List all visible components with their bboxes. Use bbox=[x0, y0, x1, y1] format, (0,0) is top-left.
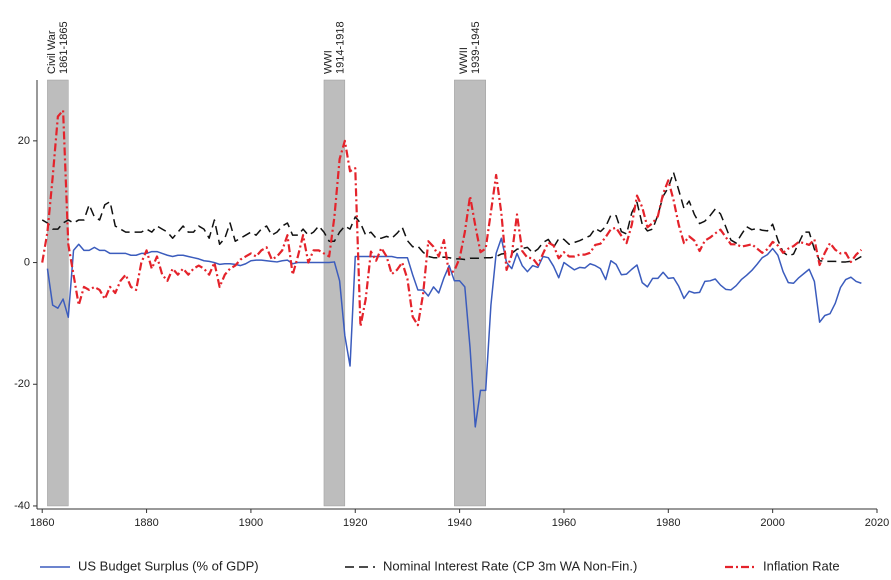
period-dates: 1939-1945 bbox=[470, 21, 482, 74]
y-tick-label: 0 bbox=[24, 256, 30, 268]
y-tick-label: -40 bbox=[14, 500, 30, 512]
legend-text: US Budget Surplus (% of GDP) bbox=[78, 558, 259, 573]
x-tick-label: 2020 bbox=[865, 517, 889, 529]
x-tick-label: 1940 bbox=[447, 517, 471, 529]
x-tick-label: 1860 bbox=[30, 517, 54, 529]
x-tick-label: 1900 bbox=[239, 517, 263, 529]
shaded-period bbox=[454, 79, 486, 507]
shaded-period bbox=[323, 79, 346, 507]
y-tick-label: -20 bbox=[14, 378, 30, 390]
y-tick-label: 20 bbox=[18, 135, 30, 147]
legend-text: Nominal Interest Rate (CP 3m WA Non-Fin.… bbox=[383, 558, 637, 573]
period-dates: 1914-1918 bbox=[334, 21, 346, 74]
x-tick-label: 1960 bbox=[552, 517, 576, 529]
period-label: Civil War bbox=[46, 30, 58, 74]
period-label: WWII bbox=[458, 47, 470, 74]
series-line bbox=[46, 237, 862, 428]
x-tick-label: 1880 bbox=[134, 517, 158, 529]
series-line bbox=[41, 171, 862, 263]
period-dates: 1861-1865 bbox=[58, 21, 70, 74]
series-line bbox=[41, 109, 863, 328]
x-tick-label: 1980 bbox=[656, 517, 680, 529]
legend-text: Inflation Rate bbox=[763, 558, 840, 573]
x-tick-label: 1920 bbox=[343, 517, 367, 529]
x-tick-label: 2000 bbox=[760, 517, 784, 529]
period-label: WWI bbox=[322, 50, 334, 74]
